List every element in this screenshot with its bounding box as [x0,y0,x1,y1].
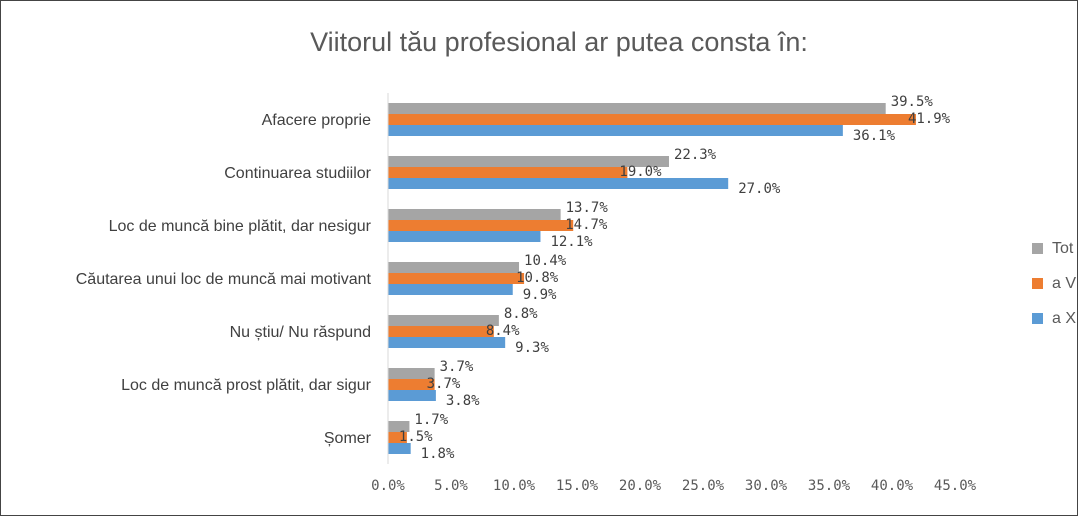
x-tick-label: 25.0% [682,478,725,494]
bar-a-x [388,337,506,348]
chart-title: Viitorul tău profesional ar putea consta… [310,27,808,57]
bar-tot [388,421,410,432]
data-label: 8.8% [504,306,538,322]
legend-swatch [1032,278,1043,289]
data-label: 19.0% [619,164,662,180]
bar-tot [388,315,499,326]
bar-tot [388,103,886,114]
bar-a-x [388,443,411,454]
legend-label: a X [1052,310,1076,327]
category-label: Căutarea unui loc de muncă mai motivant [76,271,372,288]
data-label: 41.9% [908,111,951,127]
bar-a-v [388,114,916,125]
x-tick-label: 45.0% [934,478,977,494]
data-label: 12.1% [550,234,593,250]
data-label: 9.9% [523,287,557,303]
data-label: 3.7% [427,376,461,392]
x-tick-label: 10.0% [493,478,536,494]
bar-a-v [388,326,494,337]
data-label: 1.8% [421,446,455,462]
bar-a-v [388,220,574,231]
data-label: 39.5% [891,94,934,110]
bar-tot [388,262,520,273]
category-label: Continuarea studiilor [224,165,371,182]
bar-tot [388,368,435,379]
x-tick-label: 0.0% [371,478,405,494]
category-label: Șomer [324,430,372,447]
data-label: 13.7% [566,200,609,216]
bar-tot [388,209,561,220]
bar-a-v [388,167,628,178]
bar-a-x [388,390,436,401]
bar-a-v [388,379,435,390]
category-label: Loc de muncă bine plătit, dar nesigur [109,218,372,235]
x-tick-label: 30.0% [745,478,788,494]
data-label: 10.8% [516,270,559,286]
bar-a-x [388,284,513,295]
bar-a-x [388,125,843,136]
x-tick-label: 15.0% [556,478,599,494]
category-label: Nu știu/ Nu răspund [230,324,371,341]
data-label: 27.0% [738,181,781,197]
category-label: Loc de muncă prost plătit, dar sigur [121,377,372,394]
bar-a-x [388,231,541,242]
legend-swatch [1032,313,1043,324]
bar-tot [388,156,669,167]
data-label: 1.7% [414,412,448,428]
data-label: 10.4% [524,253,567,269]
legend-swatch [1032,243,1043,254]
x-tick-label: 40.0% [871,478,914,494]
data-label: 3.8% [446,393,480,409]
legend-label: Tot [1052,240,1074,257]
data-label: 14.7% [565,217,608,233]
bar-a-v [388,273,525,284]
data-label: 9.3% [515,340,549,356]
x-tick-label: 20.0% [619,478,662,494]
bar-a-x [388,178,729,189]
data-label: 1.5% [399,429,433,445]
legend-label: a V [1052,275,1076,292]
data-label: 22.3% [674,147,717,163]
x-tick-label: 5.0% [434,478,468,494]
data-label: 3.7% [440,359,474,375]
x-tick-label: 35.0% [808,478,851,494]
data-label: 36.1% [853,128,896,144]
category-label: Afacere proprie [262,112,371,129]
bar-a-v [388,432,407,443]
data-label: 8.4% [486,323,520,339]
